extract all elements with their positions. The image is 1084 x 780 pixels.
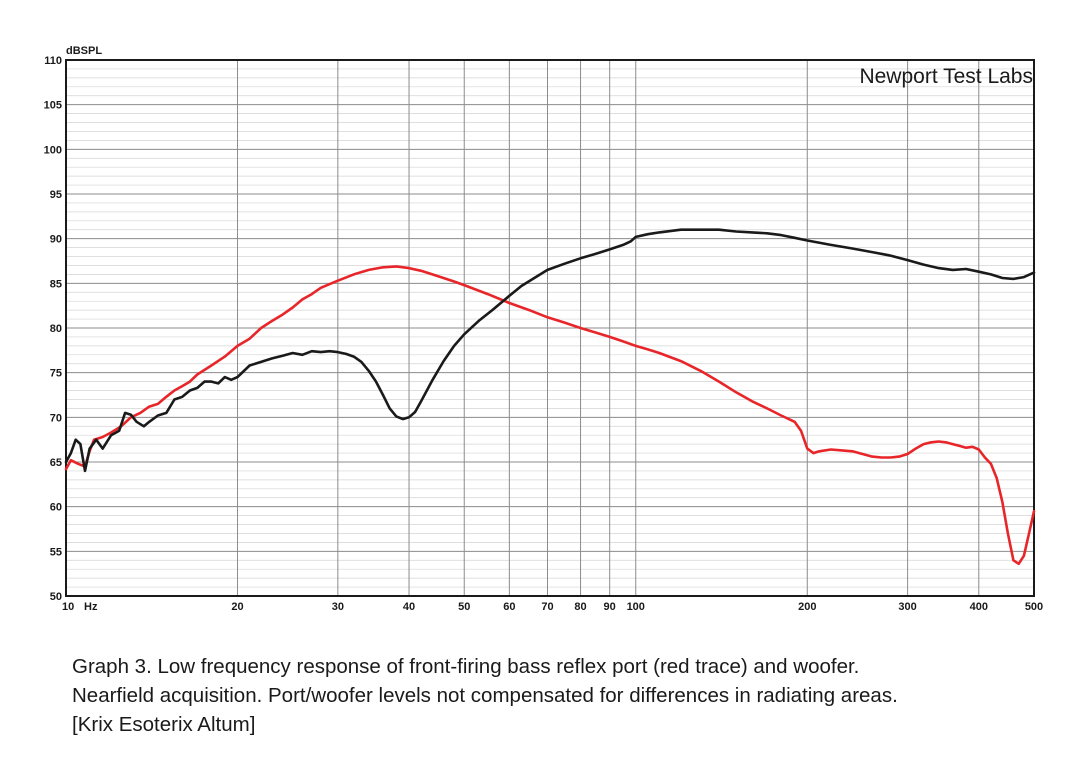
y-tick-label: 60 (50, 502, 62, 514)
x-tick-label: 70 (541, 601, 553, 613)
x-tick-label: 40 (403, 601, 415, 613)
x-tick-label: 200 (798, 601, 816, 613)
y-tick-label: 105 (44, 100, 62, 112)
x-tick-label: 10 (62, 601, 74, 613)
x-axis-tick-labels: 10 20 30 40 50 60 70 80 90 100 200 300 400 500 (62, 601, 1043, 613)
series-line-black (64, 228, 1036, 473)
caption-line-3: [Krix Esoterix Altum] (72, 713, 256, 736)
y-tick-label: 90 (50, 234, 62, 246)
y-tick-label: 65 (50, 457, 62, 469)
chart-series-layer (64, 228, 1036, 566)
y-tick-label: 75 (50, 368, 62, 380)
x-tick-label: 80 (574, 601, 586, 613)
y-tick-label: 85 (50, 278, 62, 290)
x-tick-label: 60 (503, 601, 515, 613)
chart-plot-frame (65, 59, 1035, 597)
chart-watermark: Newport Test Labs (859, 65, 1033, 88)
chart-major-grid (66, 60, 1034, 596)
y-tick-label: 110 (44, 55, 62, 67)
y-axis-label: dBSPL (66, 45, 102, 57)
x-tick-label: 500 (1025, 601, 1043, 613)
caption-line-1: Graph 3. Low frequency response of front… (72, 655, 860, 678)
y-tick-label: 55 (50, 546, 62, 558)
y-tick-label: 70 (50, 412, 62, 424)
series-line-red (64, 265, 1036, 566)
x-axis-unit-label: Hz (84, 601, 98, 613)
x-tick-label: 20 (231, 601, 243, 613)
y-tick-label: 80 (50, 323, 62, 335)
figure-caption: Graph 3. Low frequency response of front… (72, 652, 1062, 739)
y-tick-label: 100 (44, 144, 62, 156)
frequency-response-chart: 50 55 60 65 70 75 80 85 90 95 100 105 110 10 20 30 40 50… (44, 45, 1044, 613)
y-axis-tick-labels: 50 55 60 65 70 75 80 85 90 95 100 105 110 (44, 55, 62, 603)
x-tick-label: 50 (458, 601, 470, 613)
x-tick-label: 30 (332, 601, 344, 613)
x-tick-label: 90 (604, 601, 616, 613)
y-tick-label: 95 (50, 189, 62, 201)
caption-line-2: Nearfield acquisition. Port/woofer level… (72, 684, 898, 707)
x-tick-label: 400 (970, 601, 988, 613)
x-tick-label: 100 (627, 601, 645, 613)
x-tick-label: 300 (898, 601, 916, 613)
y-tick-label: 50 (50, 591, 62, 603)
